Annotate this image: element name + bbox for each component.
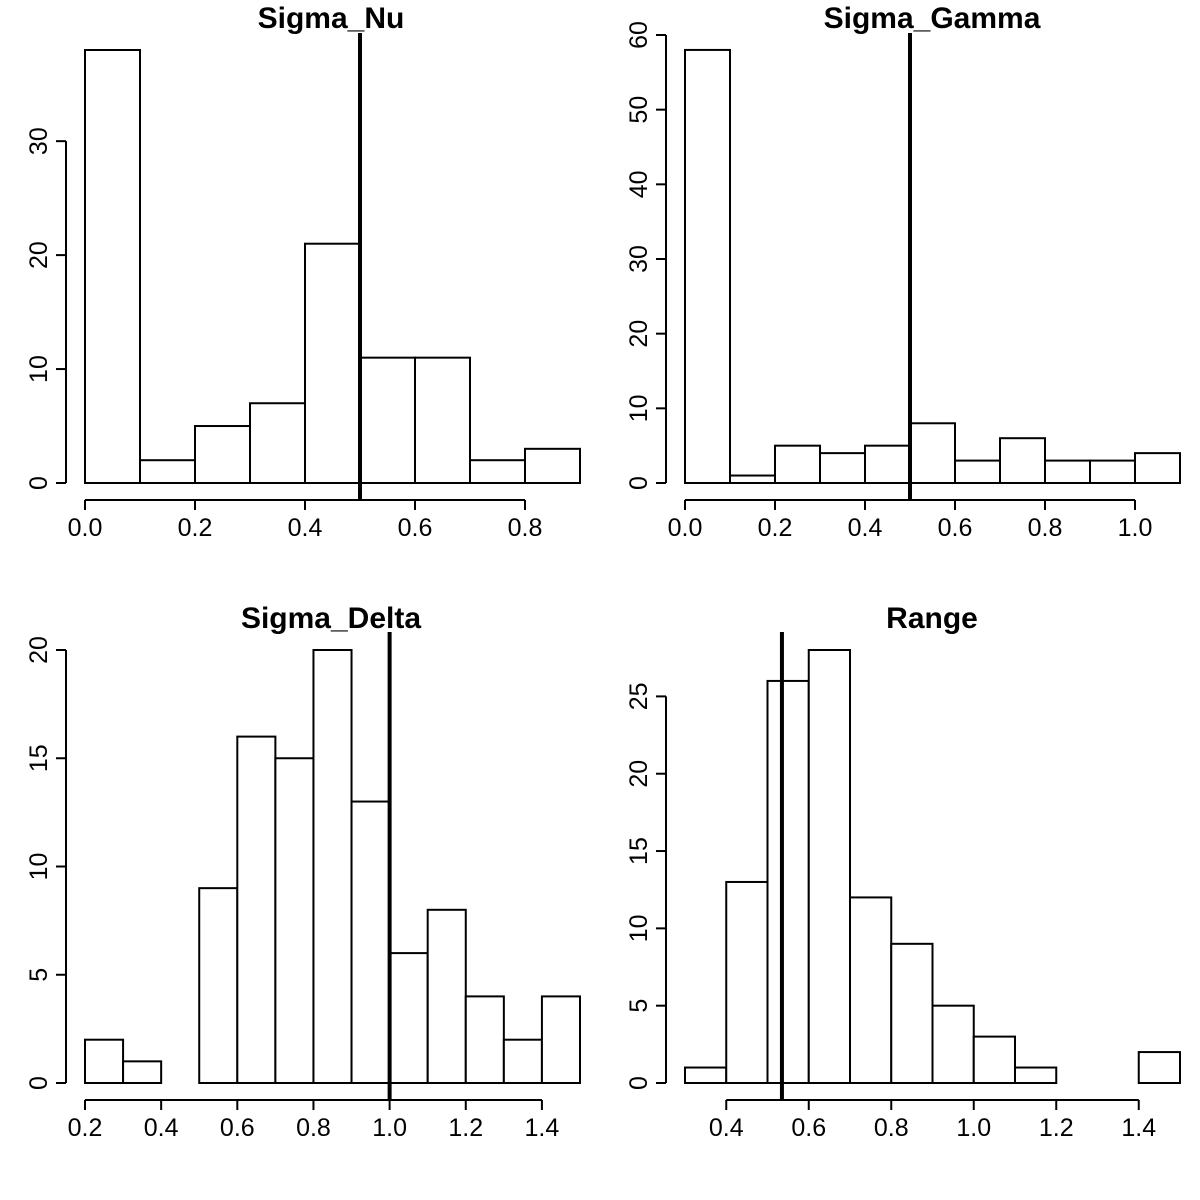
histogram-bar bbox=[122, 1060, 163, 1084]
histogram-bar bbox=[849, 896, 893, 1085]
histogram-bar bbox=[766, 679, 810, 1085]
x-tick-label: 0.8 bbox=[296, 1114, 331, 1142]
histogram-bar bbox=[312, 649, 353, 1084]
histogram-bar bbox=[1089, 459, 1136, 485]
x-tick-label: 0.8 bbox=[508, 514, 543, 542]
y-tick-label: 30 bbox=[625, 245, 653, 273]
histogram-bar bbox=[274, 757, 315, 1084]
y-tick-label: 5 bbox=[25, 968, 53, 982]
y-tick-label: 40 bbox=[625, 170, 653, 198]
y-tick-label: 0 bbox=[625, 1076, 653, 1090]
panel-range: Range 0.4 0.6 0.8 1.0 1.2 1.4 0 5 10 15 20 25 bbox=[625, 602, 1181, 1142]
histogram-bar bbox=[909, 422, 956, 484]
y-tick-label: 20 bbox=[25, 241, 53, 269]
histogram-bar bbox=[540, 995, 582, 1085]
histogram-bar bbox=[350, 800, 391, 1084]
y-tick-label: 10 bbox=[625, 394, 653, 422]
histogram-bar bbox=[931, 1004, 975, 1085]
histogram-bar bbox=[194, 425, 251, 484]
histogram-bar bbox=[464, 995, 505, 1085]
x-tick-label: 1.4 bbox=[525, 1114, 560, 1142]
y-tick-label: 10 bbox=[25, 853, 53, 881]
histogram-bar bbox=[139, 459, 196, 485]
x-tick-label: 1.0 bbox=[372, 1114, 407, 1142]
panel-sigma-nu: Sigma_Nu 0.0 0.2 0.4 0.6 0.8 0 10 20 30 bbox=[25, 2, 581, 542]
histogram-bar bbox=[84, 1038, 125, 1084]
y-tick-label: 20 bbox=[625, 320, 653, 348]
histogram-bar bbox=[469, 459, 526, 485]
x-tick-label: 1.0 bbox=[1118, 514, 1153, 542]
histogram-bar bbox=[684, 1066, 728, 1085]
histogram-bar bbox=[729, 474, 776, 484]
panel-title: Sigma_Delta bbox=[241, 602, 421, 635]
panel-title: Range bbox=[886, 602, 978, 635]
histogram-bar bbox=[236, 735, 277, 1084]
y-tick-label: 15 bbox=[25, 744, 53, 772]
x-tick-label: 0.0 bbox=[68, 514, 103, 542]
x-tick-label: 0.2 bbox=[68, 1114, 103, 1142]
x-tick-label: 1.0 bbox=[956, 1114, 991, 1142]
y-tick-label: 5 bbox=[625, 999, 653, 1013]
histogram-bar bbox=[954, 459, 1001, 485]
panel-title: Sigma_Gamma bbox=[824, 2, 1041, 35]
histogram-bar bbox=[864, 444, 911, 484]
histogram-bar bbox=[1137, 1051, 1181, 1084]
histogram-bar bbox=[999, 437, 1046, 485]
y-tick-label: 30 bbox=[25, 127, 53, 155]
y-tick-label: 10 bbox=[625, 914, 653, 942]
y-tick-label: 0 bbox=[25, 1076, 53, 1090]
x-tick-label: 0.6 bbox=[398, 514, 433, 542]
y-tick-label: 25 bbox=[625, 682, 653, 710]
x-tick-label: 0.4 bbox=[709, 1114, 744, 1142]
x-tick-label: 0.6 bbox=[220, 1114, 255, 1142]
x-tick-label: 1.2 bbox=[448, 1114, 483, 1142]
x-tick-label: 0.6 bbox=[791, 1114, 826, 1142]
histogram-bar bbox=[684, 48, 731, 485]
histogram-bar bbox=[1044, 459, 1091, 485]
histogram-bar bbox=[414, 356, 471, 484]
panel-sigma-delta: Sigma_Delta 0.2 0.4 0.6 0.8 1.0 1.2 1.4 0 5 10 15 2… bbox=[25, 602, 582, 1142]
x-tick-label: 1.4 bbox=[1121, 1114, 1156, 1142]
y-tick-label: 60 bbox=[625, 21, 653, 49]
histogram-bar bbox=[774, 444, 821, 484]
x-tick-label: 1.2 bbox=[1039, 1114, 1074, 1142]
x-tick-label: 0.8 bbox=[874, 1114, 909, 1142]
histogram-bar bbox=[1134, 452, 1181, 484]
y-tick-label: 20 bbox=[25, 636, 53, 664]
histogram-bar bbox=[972, 1035, 1016, 1085]
histogram-bar bbox=[502, 1038, 543, 1084]
y-tick-label: 50 bbox=[625, 96, 653, 124]
x-tick-label: 0.0 bbox=[668, 514, 703, 542]
y-tick-label: 15 bbox=[625, 837, 653, 865]
histogram-bar bbox=[359, 356, 416, 484]
histogram-bar bbox=[890, 942, 934, 1084]
histogram-bar bbox=[198, 887, 239, 1085]
x-tick-label: 0.2 bbox=[758, 514, 793, 542]
histogram-bar bbox=[426, 908, 467, 1084]
histogram-bar bbox=[249, 402, 306, 485]
histogram-bar bbox=[524, 447, 581, 485]
histogram-bar bbox=[1014, 1066, 1058, 1085]
histogram-bar bbox=[304, 242, 361, 484]
histogram-bar bbox=[388, 952, 429, 1084]
histogram-bar bbox=[725, 880, 769, 1085]
x-tick-label: 0.4 bbox=[848, 514, 883, 542]
histogram-bar bbox=[807, 649, 851, 1084]
x-tick-label: 0.4 bbox=[144, 1114, 179, 1142]
panel-title: Sigma_Nu bbox=[258, 2, 405, 35]
y-tick-label: 20 bbox=[625, 760, 653, 788]
x-tick-label: 0.6 bbox=[938, 514, 973, 542]
y-tick-label: 10 bbox=[25, 355, 53, 383]
histogram-bar bbox=[819, 452, 866, 484]
x-tick-label: 0.8 bbox=[1028, 514, 1063, 542]
x-tick-label: 0.2 bbox=[178, 514, 213, 542]
histogram-bar bbox=[84, 49, 141, 484]
y-tick-label: 0 bbox=[25, 476, 53, 490]
x-tick-label: 0.4 bbox=[288, 514, 323, 542]
panel-sigma-gamma: Sigma_Gamma 0.0 0.2 0.4 0.6 0.8 1.0 0 10 20 30 40 5… bbox=[625, 2, 1181, 542]
y-tick-label: 0 bbox=[625, 476, 653, 490]
